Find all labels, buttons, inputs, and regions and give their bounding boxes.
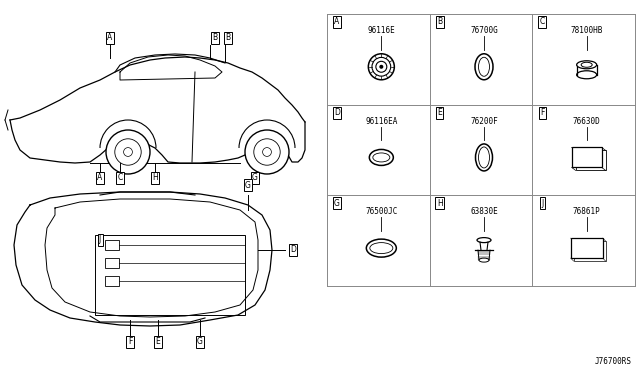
Bar (95, 235, 245, 315)
Text: D: D (290, 246, 296, 254)
Text: G: G (197, 337, 203, 346)
Text: 96116E: 96116E (367, 26, 396, 35)
Text: H: H (152, 173, 158, 183)
Text: G: G (252, 173, 258, 183)
Text: D: D (334, 108, 340, 117)
Polygon shape (480, 242, 488, 250)
Text: J: J (541, 199, 543, 208)
Circle shape (245, 130, 289, 174)
Bar (572, 147, 602, 167)
Text: G: G (334, 199, 340, 208)
Text: A: A (97, 173, 102, 183)
Text: G: G (245, 180, 251, 189)
Text: C: C (540, 17, 545, 26)
Polygon shape (478, 250, 490, 260)
Text: J76700RS: J76700RS (595, 357, 632, 366)
Text: 76630D: 76630D (573, 116, 600, 125)
Text: A: A (334, 17, 340, 26)
Text: E: E (437, 108, 442, 117)
Text: C: C (117, 173, 123, 183)
Bar (105, 276, 119, 286)
Ellipse shape (577, 61, 596, 69)
Text: B: B (437, 17, 442, 26)
Text: B: B (225, 33, 230, 42)
Text: 76200F: 76200F (470, 116, 498, 125)
Text: H: H (436, 199, 442, 208)
Circle shape (380, 65, 383, 68)
Text: 76500JC: 76500JC (365, 207, 397, 216)
Bar (571, 238, 603, 258)
Circle shape (106, 130, 150, 174)
Text: F: F (128, 337, 132, 346)
Bar (105, 258, 119, 268)
Text: J: J (99, 235, 101, 244)
Text: 76700G: 76700G (470, 26, 498, 35)
Text: F: F (540, 108, 545, 117)
Ellipse shape (477, 238, 491, 243)
Ellipse shape (577, 71, 596, 79)
Text: B: B (212, 33, 218, 42)
Text: 63830E: 63830E (470, 207, 498, 216)
Text: E: E (156, 337, 161, 346)
Bar (573, 241, 605, 261)
Text: 78100HB: 78100HB (570, 26, 603, 35)
Text: A: A (108, 33, 113, 42)
Ellipse shape (479, 258, 489, 262)
Text: 76861P: 76861P (573, 207, 600, 216)
Bar (105, 240, 119, 250)
Text: 96116EA: 96116EA (365, 116, 397, 125)
